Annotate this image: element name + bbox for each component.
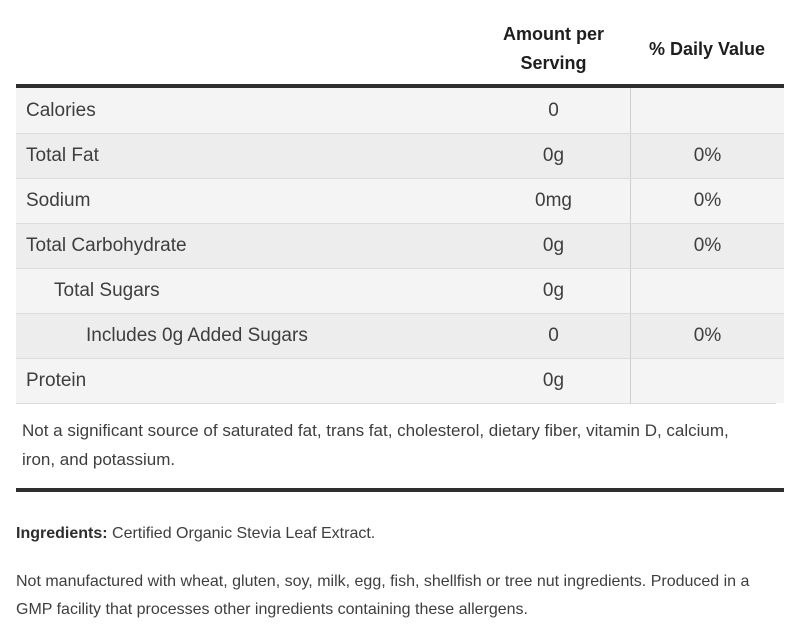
nutrition-table: Calories 0 Total Fat 0g 0% Sodium 0mg 0% Total C…: [16, 84, 784, 492]
ingredients-value: Certified Organic Stevia Leaf Extract.: [112, 525, 376, 542]
amount-per-serving-header: Amount per Serving: [477, 20, 630, 78]
row-amount-value: 0mg: [535, 190, 572, 211]
nutrition-row: Total Carbohydrate 0g 0%: [16, 223, 784, 268]
row-label: Total Sugars: [54, 280, 160, 301]
daily-value-header: % Daily Value: [630, 35, 784, 64]
nutrition-row: Protein 0g: [16, 358, 784, 403]
table-footnote: Not a significant source of saturated fa…: [16, 403, 776, 488]
row-amount-value: 0: [548, 325, 559, 346]
nutrition-row: Total Sugars 0g: [16, 268, 784, 313]
nutrition-row: Calories 0: [16, 88, 784, 133]
row-label: Calories: [26, 99, 96, 121]
table-header: Amount per Serving % Daily Value: [16, 0, 784, 84]
row-amount-value: 0g: [542, 235, 565, 256]
amount-per-serving-header-label: Amount per Serving: [503, 24, 604, 73]
row-amount-value: 0g: [542, 280, 565, 301]
row-amount-value: 0: [548, 99, 559, 121]
row-label: Includes 0g Added Sugars: [86, 325, 308, 346]
row-label: Protein: [26, 370, 87, 391]
row-daily-value: [630, 359, 784, 403]
allergen-note: Not manufactured with wheat, gluten, soy…: [16, 573, 750, 618]
row-label: Total Carbohydrate: [26, 235, 187, 256]
row-amount-value: 0g: [542, 145, 565, 166]
row-daily-value: [630, 269, 784, 313]
daily-value-header-label: % Daily Value: [648, 38, 766, 59]
nutrition-row: Total Fat 0g 0%: [16, 133, 784, 178]
nutrition-row: Sodium 0mg 0%: [16, 178, 784, 223]
ingredients-label: Ingredients:: [16, 525, 108, 542]
nutrition-row: Includes 0g Added Sugars 0 0%: [16, 313, 784, 358]
row-daily-value: 0%: [630, 179, 784, 223]
row-label: Sodium: [26, 190, 91, 211]
row-daily-value: 0%: [630, 314, 784, 358]
ingredients-line: Ingredients: Certified Organic Stevia Le…: [16, 522, 784, 546]
row-amount-value: 0g: [542, 370, 565, 391]
nutrition-rows: Calories 0 Total Fat 0g 0% Sodium 0mg 0% Total C…: [16, 88, 784, 403]
row-label: Total Fat: [26, 145, 99, 166]
row-daily-value: 0%: [630, 224, 784, 268]
row-daily-value: [630, 88, 784, 133]
row-daily-value: 0%: [630, 134, 784, 178]
